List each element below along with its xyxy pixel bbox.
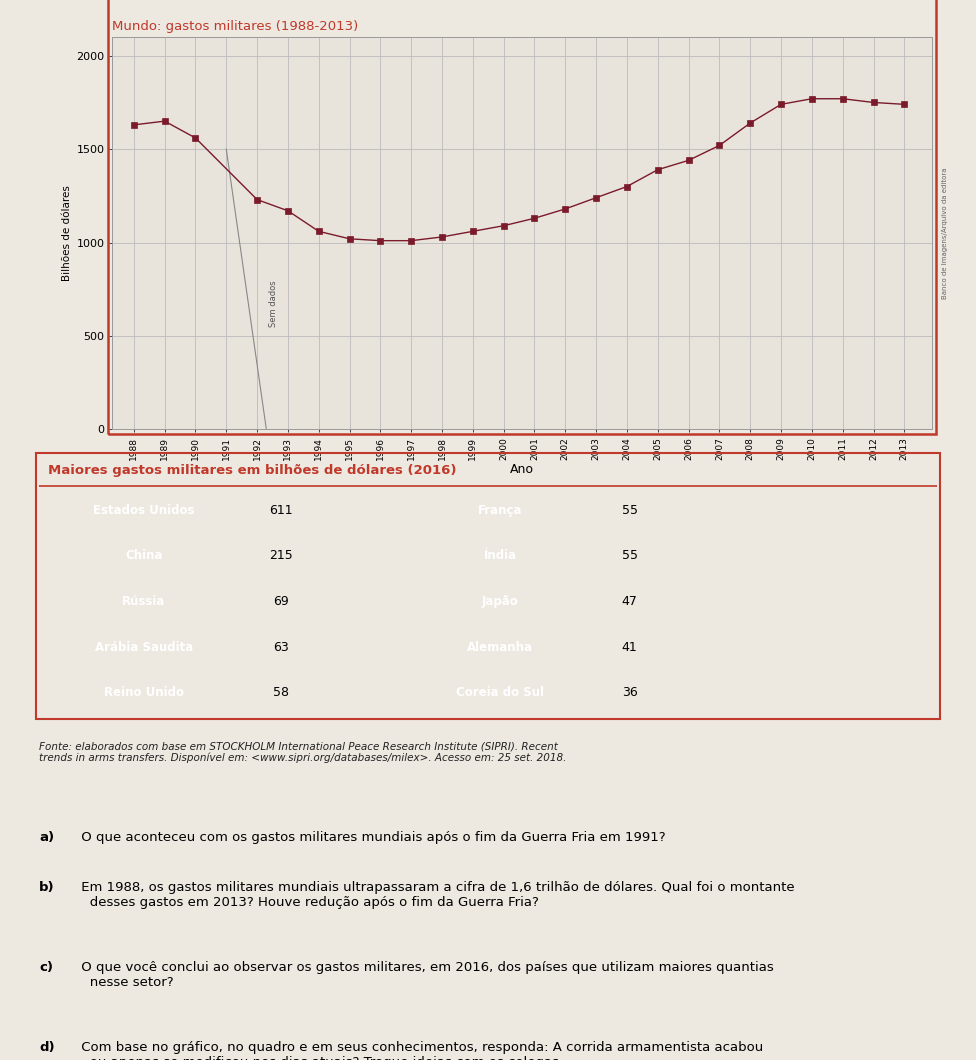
- Text: 611: 611: [268, 504, 293, 517]
- Text: 41: 41: [622, 640, 637, 654]
- Text: Japão: Japão: [482, 595, 518, 608]
- Text: 58: 58: [272, 686, 289, 700]
- Text: 55: 55: [622, 549, 637, 563]
- Text: Índia: Índia: [484, 549, 516, 563]
- Text: Coreia do Sul: Coreia do Sul: [456, 686, 545, 700]
- Text: a): a): [39, 831, 54, 844]
- Text: Reino Unido: Reino Unido: [104, 686, 183, 700]
- Text: O que você conclui ao observar os gastos militares, em 2016, dos países que util: O que você conclui ao observar os gastos…: [77, 961, 774, 989]
- Text: Maiores gastos militares em bilhões de dólares (2016): Maiores gastos militares em bilhões de d…: [48, 463, 457, 477]
- Text: 55: 55: [622, 504, 637, 517]
- Text: Mundo: gastos militares (1988-2013): Mundo: gastos militares (1988-2013): [112, 20, 358, 33]
- Text: d): d): [39, 1041, 55, 1055]
- Text: Estados Unidos: Estados Unidos: [94, 504, 194, 517]
- Text: b): b): [39, 881, 55, 894]
- Text: 215: 215: [268, 549, 293, 563]
- Text: Sem dados: Sem dados: [269, 280, 278, 326]
- X-axis label: Ano: Ano: [510, 463, 534, 476]
- Text: Banco de Imagens/Arquivo da editora: Banco de Imagens/Arquivo da editora: [942, 167, 948, 299]
- Text: 63: 63: [272, 640, 289, 654]
- Text: China: China: [125, 549, 163, 563]
- Text: Alemanha: Alemanha: [468, 640, 533, 654]
- Text: 36: 36: [622, 686, 637, 700]
- Text: Com base no gráfico, no quadro e em seus conhecimentos, responda: A corrida arma: Com base no gráfico, no quadro e em seus…: [77, 1041, 763, 1060]
- Text: 69: 69: [272, 595, 289, 608]
- Text: França: França: [478, 504, 522, 517]
- Text: Fonte: elaborados com base em STOCKHOLM International Peace Research Institute (: Fonte: elaborados com base em STOCKHOLM …: [39, 741, 566, 763]
- Text: Em 1988, os gastos militares mundiais ultrapassaram a cifra de 1,6 trilhão de dó: Em 1988, os gastos militares mundiais ul…: [77, 881, 794, 908]
- Text: 47: 47: [622, 595, 637, 608]
- Text: O que aconteceu com os gastos militares mundiais após o fim da Guerra Fria em 19: O que aconteceu com os gastos militares …: [77, 831, 666, 844]
- Text: Rússia: Rússia: [122, 595, 166, 608]
- Y-axis label: Bilhões de dólares: Bilhões de dólares: [62, 186, 72, 281]
- Text: Arábia Saudita: Arábia Saudita: [95, 640, 193, 654]
- Text: c): c): [39, 961, 53, 974]
